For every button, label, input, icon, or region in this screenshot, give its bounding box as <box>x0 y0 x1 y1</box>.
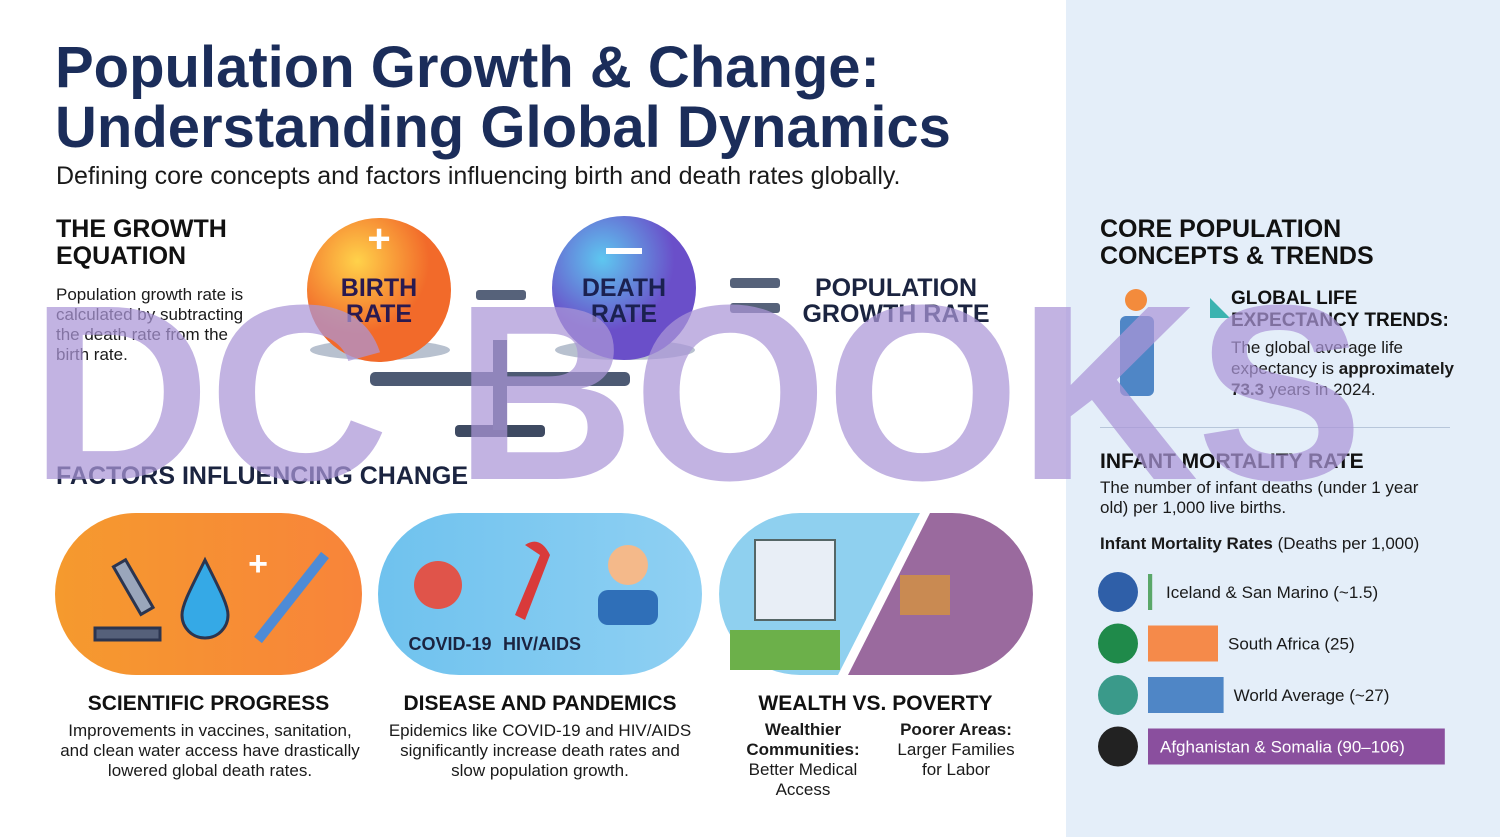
sidebar-bg <box>1066 0 1500 837</box>
life-text: The global average life expectancy is ap… <box>1231 337 1466 400</box>
card-title: WEALTH VS. POVERTY <box>758 692 993 715</box>
minus-sign <box>476 290 526 300</box>
flag <box>1098 726 1138 767</box>
death-label: RATE <box>591 300 657 328</box>
bold-text: approximately 73.3 <box>1231 359 1454 399</box>
heading-line: CORE POPULATION <box>1100 215 1342 243</box>
result-label: POPULATION <box>815 274 977 302</box>
illustrations: + BIRTH RATE DEATH RATE POPULATION GROWT… <box>55 216 1033 675</box>
plus-icon: + <box>248 545 268 583</box>
bar <box>1148 677 1224 713</box>
divider <box>1100 427 1450 428</box>
infant-title: INFANT MORTALITY RATE <box>1100 450 1364 473</box>
death-sphere <box>552 216 696 360</box>
plus-icon: + <box>367 217 390 261</box>
sub-title: Poorer Areas: <box>900 720 1012 739</box>
card-title: DISEASE AND PANDEMICS <box>403 692 677 715</box>
sub-text: Better Medical Access <box>748 760 858 799</box>
science-icons <box>93 551 329 644</box>
card-text: Wealthier Communities: Better Medical Acc… <box>738 720 868 800</box>
bar-label: World Average (~27) <box>1234 686 1390 705</box>
bold-text: Infant Mortality Rates <box>1100 534 1273 553</box>
flag <box>1098 572 1138 612</box>
flag <box>1098 623 1138 664</box>
card-title: SCIENTIFIC PROGRESS <box>87 692 330 715</box>
chart-title: Infant Mortality Rates (Deaths per 1,000… <box>1100 534 1419 554</box>
heading: THE GROWTH EQUATION <box>56 216 227 270</box>
factors-heading: FACTORS INFLUENCING CHANGE <box>56 462 468 490</box>
birth-sphere <box>307 218 451 362</box>
result-label: GROWTH RATE <box>802 300 989 328</box>
text: years in 2024. <box>1268 380 1376 399</box>
bar <box>1148 728 1445 765</box>
sub-title: Wealthier Communities: <box>746 720 860 759</box>
title-line: GLOBAL LIFE <box>1231 288 1358 309</box>
birth-label: RATE <box>346 300 412 328</box>
flag <box>1098 675 1138 715</box>
infant-text: The number of infant deaths (under 1 yea… <box>1100 478 1419 517</box>
wealth-card <box>719 513 1033 675</box>
equals-sign <box>730 278 780 288</box>
card-text: Epidemics like COVID-19 and HIV/AIDS sig… <box>388 721 692 780</box>
bar-chart: Iceland & San Marino (~1.5) South Africa … <box>1098 572 1445 767</box>
bar-label: Afghanistan & Somalia (90–106) <box>1160 738 1405 757</box>
life-title: GLOBAL LIFE EXPECTANCY TRENDS: <box>1231 288 1449 332</box>
disease-icons <box>414 541 658 625</box>
bar-label: South Africa (25) <box>1228 635 1355 654</box>
subtitle: Defining core concepts and factors influ… <box>56 162 901 190</box>
tag: HIV/AIDS <box>503 634 581 654</box>
title-line: Population Growth & Change: <box>55 35 880 100</box>
heading-line: EQUATION <box>56 242 187 270</box>
watermark: DC BOOKS <box>30 253 1363 532</box>
bar-label: Iceland & San Marino (~1.5) <box>1166 583 1378 602</box>
card-text: Improvements in vaccines, sanitation, an… <box>60 721 360 780</box>
heading-line: THE GROWTH <box>56 215 227 243</box>
death-label: DEATH <box>582 274 666 302</box>
equals-sign <box>730 303 780 313</box>
heading-line: CONCEPTS & TRENDS <box>1100 242 1374 270</box>
minus-icon <box>606 248 642 254</box>
card-text: Poorer Areas: Larger Families for Labor <box>890 720 1022 780</box>
bar <box>1148 625 1218 662</box>
title: Population Growth & Change: Understanding… <box>55 38 951 158</box>
sidebar-heading: CORE POPULATION CONCEPTS & TRENDS <box>1100 216 1374 270</box>
title-line: Understanding Global Dynamics <box>55 95 951 160</box>
text: The global average life expectancy is <box>1231 338 1404 378</box>
sub-text: Larger Families for Labor <box>897 740 1015 779</box>
bar <box>1148 574 1153 610</box>
life-icon <box>1120 289 1230 396</box>
text: (Deaths per 1,000) <box>1277 534 1420 553</box>
tag: COVID-19 <box>408 634 491 654</box>
equation-text: Population growth rate is calculated by … <box>56 285 244 364</box>
birth-label: BIRTH <box>341 274 417 302</box>
title-line: EXPECTANCY TRENDS: <box>1231 310 1449 331</box>
